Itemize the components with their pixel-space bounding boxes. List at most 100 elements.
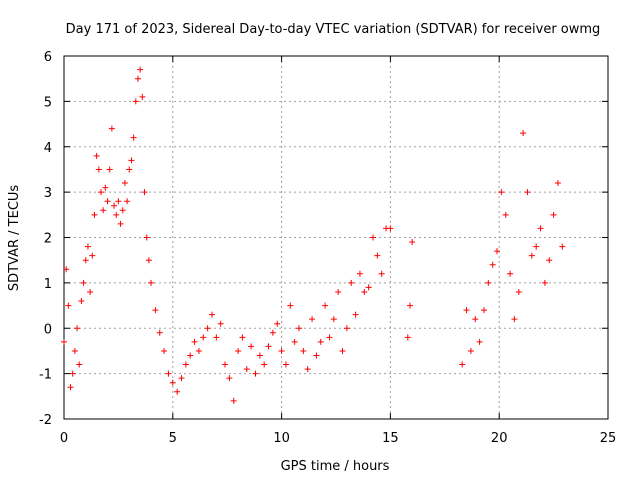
data-point [239, 334, 246, 341]
data-point [200, 334, 207, 341]
data-point [69, 370, 76, 377]
data-point [374, 252, 381, 259]
data-point [148, 279, 155, 286]
data-point [217, 320, 224, 327]
x-tick-label: 10 [273, 431, 290, 446]
data-point [67, 384, 74, 391]
data-point [387, 225, 394, 232]
data-point [191, 338, 198, 345]
data-point [156, 329, 163, 336]
data-point [335, 288, 342, 295]
data-point [343, 325, 350, 332]
y-tick-label: 6 [44, 50, 52, 65]
y-tick-label: 5 [44, 95, 52, 110]
data-point [169, 379, 176, 386]
data-point [230, 397, 237, 404]
data-point [467, 347, 474, 354]
data-point [141, 189, 148, 196]
data-point [326, 334, 333, 341]
data-point [365, 284, 372, 291]
data-point [102, 184, 109, 191]
data-point [406, 302, 413, 309]
data-point [235, 347, 242, 354]
y-axis-label: SDTVAR / TECUs [7, 185, 22, 292]
data-point [463, 307, 470, 314]
data-point [502, 211, 509, 218]
data-point [74, 325, 81, 332]
data-point [304, 366, 311, 373]
data-point [278, 347, 285, 354]
data-point [226, 375, 233, 382]
x-tick-label: 0 [60, 431, 68, 446]
data-point [108, 125, 115, 132]
data-point [126, 166, 133, 173]
data-point [128, 157, 135, 164]
data-point [130, 134, 137, 141]
data-point [152, 307, 159, 314]
data-point [80, 279, 87, 286]
data-point [554, 180, 561, 187]
data-point [317, 338, 324, 345]
data-point [208, 311, 215, 318]
data-point [330, 316, 337, 323]
data-point [300, 347, 307, 354]
data-point [213, 334, 220, 341]
data-point [361, 288, 368, 295]
y-tick-label: 1 [44, 277, 52, 292]
data-point [287, 302, 294, 309]
x-tick-labels: 0 5 10 15 20 25 [60, 431, 616, 446]
data-point [89, 252, 96, 259]
data-point [161, 347, 168, 354]
x-tick-label: 25 [600, 431, 617, 446]
data-point [378, 270, 385, 277]
data-point [352, 311, 359, 318]
data-point [117, 220, 124, 227]
data-point [187, 352, 194, 359]
data-point [369, 234, 376, 241]
data-point [291, 338, 298, 345]
data-point [524, 189, 531, 196]
data-point [485, 279, 492, 286]
data-point [71, 347, 78, 354]
data-point [100, 207, 107, 214]
data-point [182, 361, 189, 368]
data-point [511, 316, 518, 323]
data-point [61, 338, 67, 345]
data-point [82, 257, 89, 264]
data-point [195, 347, 202, 354]
data-point [165, 370, 172, 377]
y-tick-label: -1 [39, 368, 52, 383]
data-point [265, 343, 272, 350]
data-point [93, 152, 100, 159]
data-point [178, 375, 185, 382]
axis-ticks [63, 55, 609, 420]
data-point [78, 298, 85, 305]
data-point [143, 234, 150, 241]
data-point [137, 66, 144, 73]
data-point [106, 166, 113, 173]
data-point [520, 130, 527, 137]
y-tick-label: 2 [44, 232, 52, 247]
y-tick-label: 3 [44, 186, 52, 201]
data-point [313, 352, 320, 359]
data-point [489, 261, 496, 268]
y-tick-labels: -2 -1 0 1 2 3 4 5 6 [39, 50, 52, 428]
data-point [252, 370, 259, 377]
x-axis-label: GPS time / hours [281, 459, 390, 474]
data-point [472, 316, 479, 323]
data-point [84, 243, 91, 250]
data-point [559, 243, 566, 250]
data-point [476, 338, 483, 345]
data-point [296, 325, 303, 332]
data-points [61, 66, 566, 404]
data-point [63, 266, 70, 273]
data-point [97, 189, 104, 196]
data-point [104, 198, 111, 205]
y-tick-label: -2 [39, 413, 52, 428]
data-point [124, 198, 131, 205]
data-point [115, 198, 122, 205]
data-point [139, 93, 146, 100]
data-point [494, 248, 501, 255]
data-point [348, 279, 355, 286]
